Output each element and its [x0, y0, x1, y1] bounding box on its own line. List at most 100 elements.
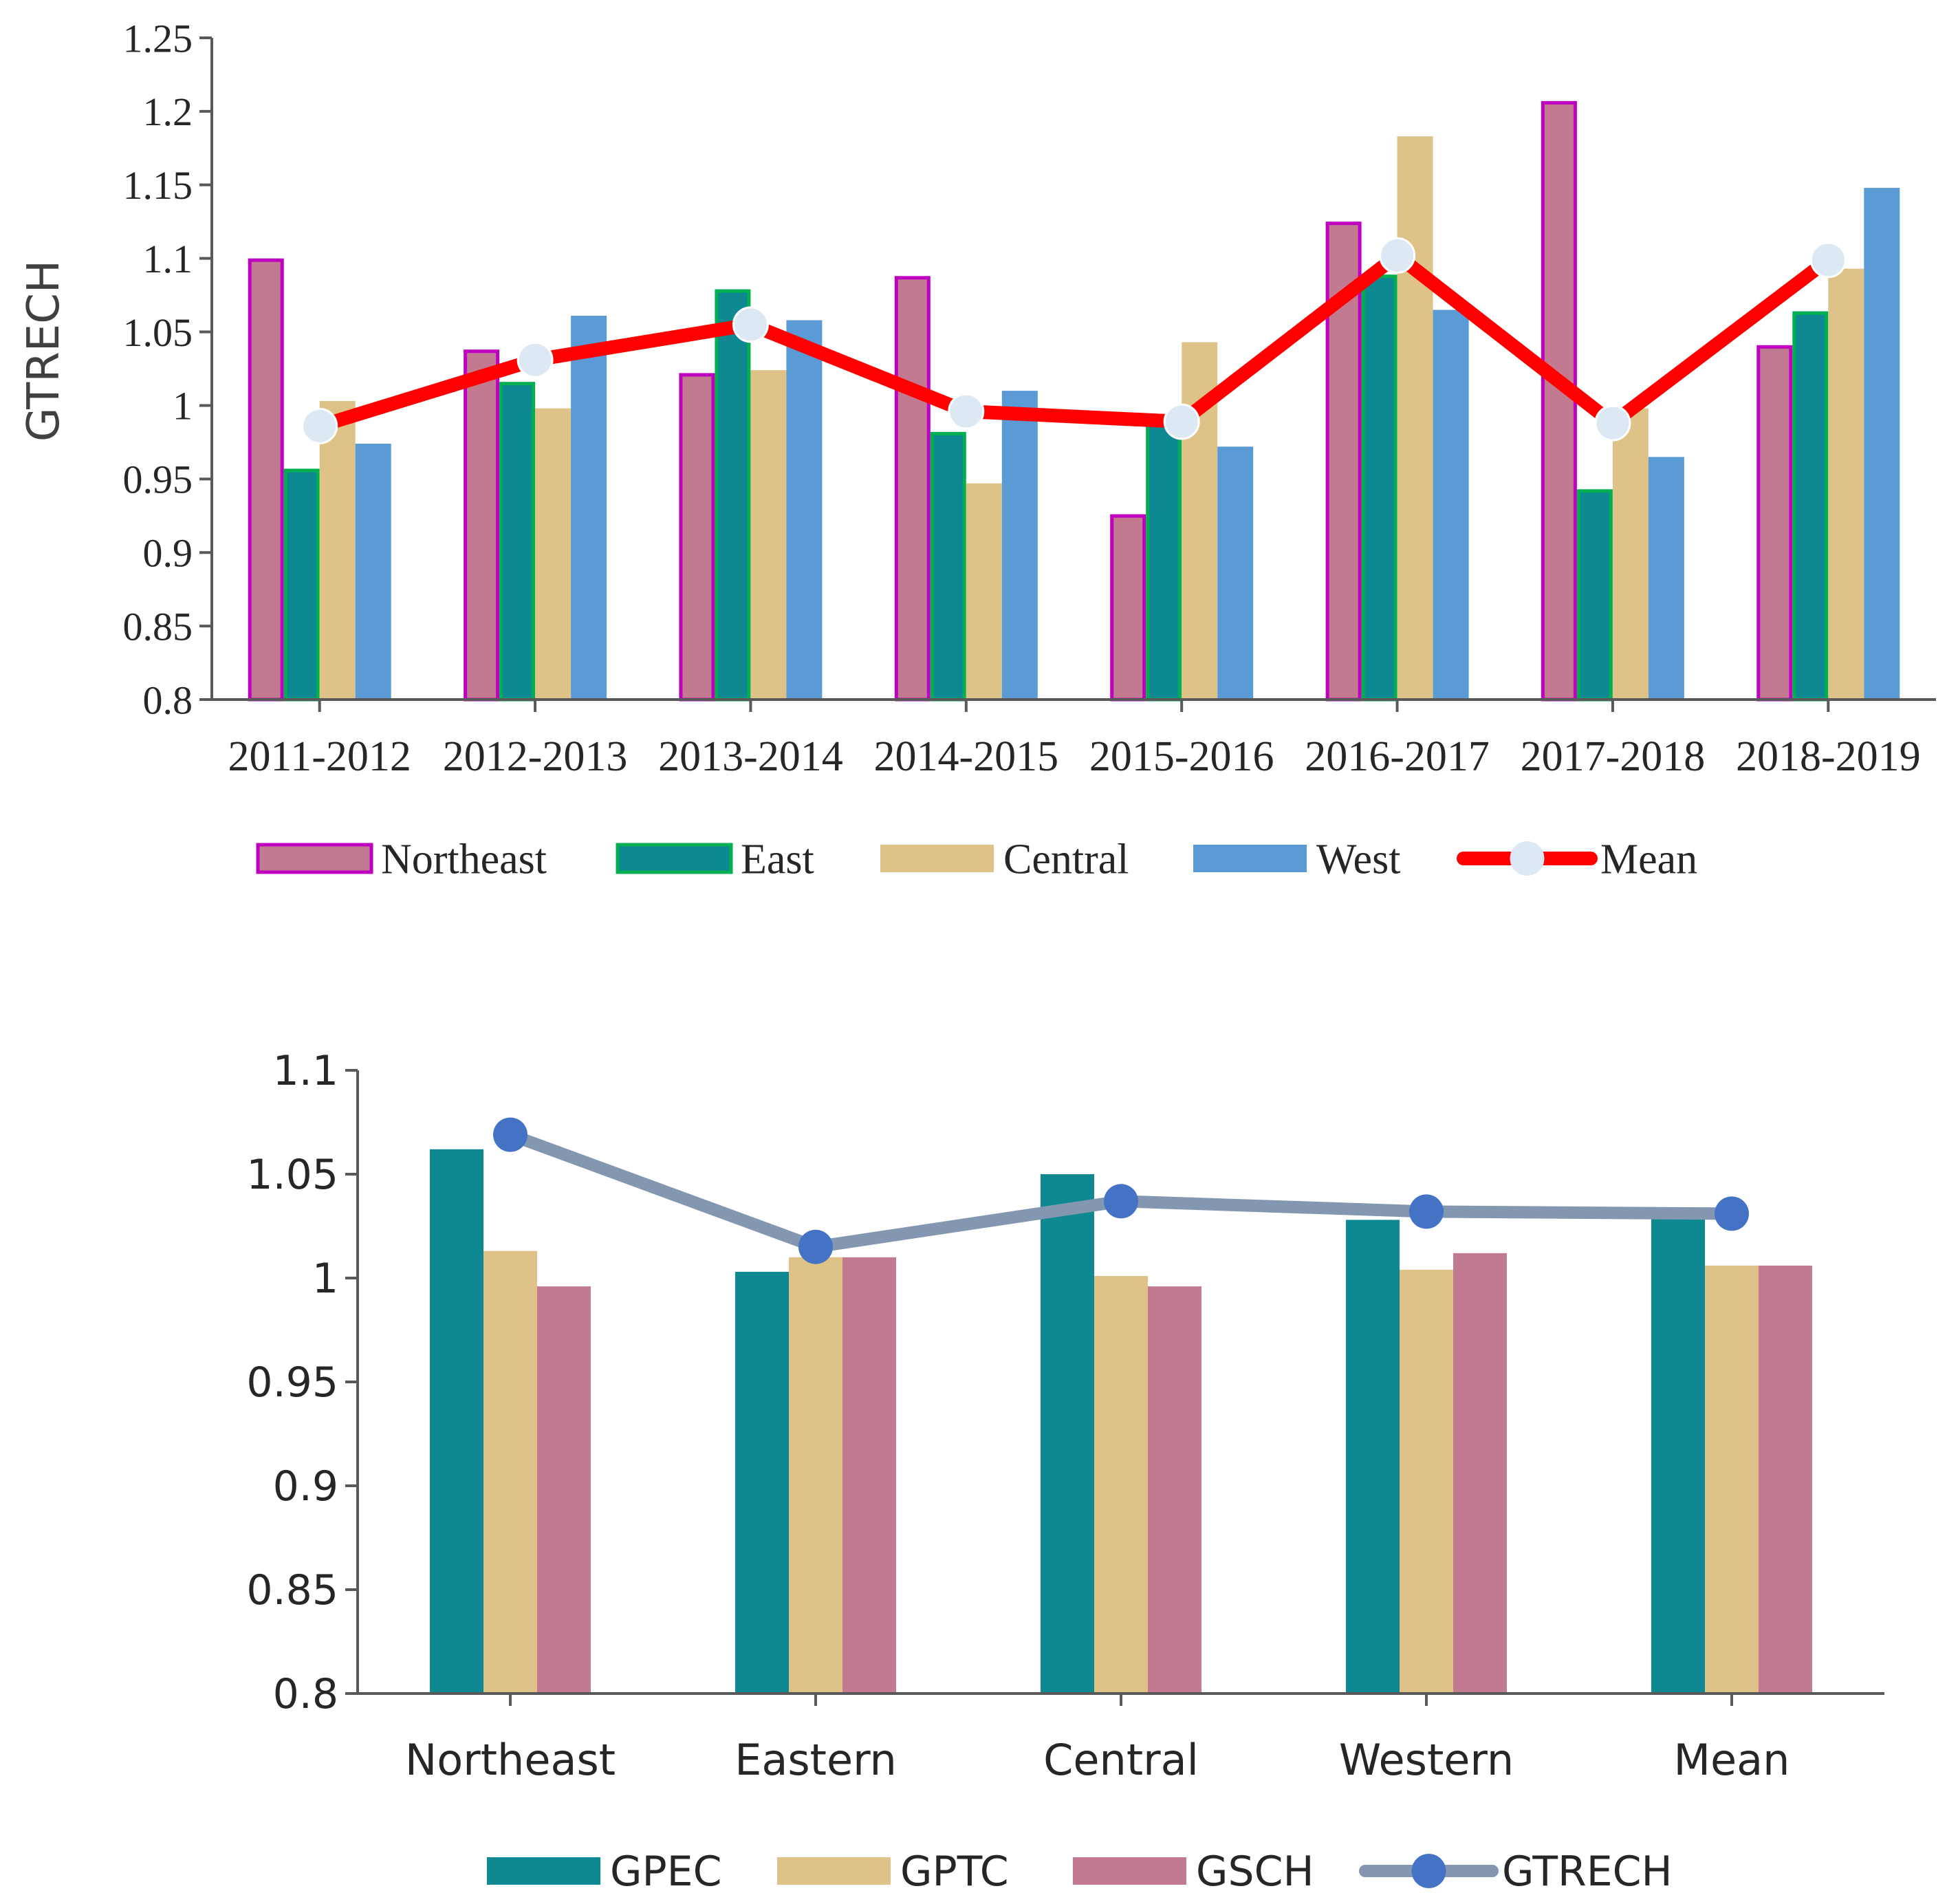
bar-gpec-mean	[1651, 1213, 1705, 1694]
bar-east-2015-2016	[1146, 414, 1182, 702]
bar-gsch-western	[1453, 1253, 1507, 1694]
bar-gptc-eastern	[789, 1257, 842, 1694]
point-mean-2014-2015	[948, 393, 985, 430]
chart1-axes	[199, 36, 1936, 712]
bar-east-2017-2018	[1576, 489, 1613, 702]
line-mean	[312, 248, 1836, 433]
bar-gpec-eastern	[735, 1271, 789, 1694]
bar-west-2018-2019	[1864, 188, 1900, 700]
chart1-y-axis-label: GTRECH	[19, 260, 69, 442]
point-mean-2012-2013	[516, 341, 554, 378]
y-tick-label: 0.9	[143, 531, 193, 576]
bar-northeast-2013-2014	[679, 373, 715, 702]
chart1-y-tick-labels: 0.8 0.85 0.9 0.95 1 1.05 1.1 1.15 1.2 1.25	[123, 16, 193, 722]
x-tick-label: 2018-2019	[1736, 733, 1921, 780]
legend-label-gsch: GSCH	[1196, 1848, 1314, 1896]
bar-gpec-northeast	[430, 1149, 483, 1694]
bar-northeast-2011-2012	[248, 258, 284, 702]
bar-west-2014-2015	[1001, 391, 1038, 700]
y-tick-label: 1	[173, 384, 193, 429]
bar-gsch-mean	[1759, 1265, 1812, 1694]
bar-gpec-western	[1346, 1220, 1400, 1694]
point-gtrech-central	[1104, 1184, 1138, 1219]
legend-label-west: West	[1316, 836, 1400, 883]
x-tick-label: Mean	[1674, 1735, 1790, 1785]
y-tick-label: 0.85	[123, 604, 193, 649]
bar-northeast-2015-2016	[1110, 514, 1146, 702]
bar-east-2014-2015	[930, 431, 966, 702]
y-tick-label: 0.8	[143, 678, 193, 722]
legend-swatch-northeast	[256, 843, 373, 874]
chart2-gtrech-line	[493, 1117, 1749, 1264]
y-tick-label: 1	[312, 1255, 338, 1303]
bar-central-2014-2015	[966, 483, 1002, 700]
y-tick-label: 1.2	[143, 89, 193, 134]
point-gtrech-mean	[1715, 1196, 1749, 1231]
legend-label-gtrech: GTRECH	[1502, 1848, 1673, 1896]
bar-central-2016-2017	[1397, 136, 1433, 700]
legend-label-east: East	[741, 836, 814, 883]
legend-swatch-gsch	[1073, 1857, 1186, 1885]
y-tick-label: 0.85	[246, 1566, 338, 1614]
legend-swatch-east	[616, 843, 733, 874]
y-tick-label: 1.25	[123, 16, 193, 61]
chart2-axes	[345, 1069, 1884, 1706]
bar-gptc-central	[1094, 1276, 1148, 1694]
bar-west-2013-2014	[786, 320, 823, 700]
bar-east-2018-2019	[1792, 311, 1829, 702]
bar-northeast-2018-2019	[1756, 345, 1793, 702]
legend-label-northeast: Northeast	[381, 836, 547, 883]
legend-swatch-central	[880, 845, 994, 872]
chart2-x-tick-labels: Northeast Eastern Central Western Mean	[405, 1735, 1790, 1785]
bar-gptc-western	[1400, 1269, 1453, 1694]
bar-west-2017-2018	[1648, 457, 1684, 700]
bar-east-2012-2013	[499, 382, 536, 702]
x-tick-label: Eastern	[735, 1735, 897, 1785]
x-tick-label: 2013-2014	[658, 733, 843, 780]
bar-gsch-central	[1148, 1286, 1201, 1694]
legend-marker-gtrech	[1411, 1854, 1446, 1888]
x-tick-label: Western	[1339, 1735, 1514, 1785]
x-tick-label: 2014-2015	[873, 733, 1058, 780]
bar-gsch-eastern	[842, 1257, 896, 1694]
chart-gtrech-decomposition: 0.8 0.85 0.9 0.95 1 1.05 1.1 Northeast Eastern C…	[246, 1047, 1884, 1896]
y-tick-label: 0.95	[123, 457, 193, 502]
point-gtrech-western	[1409, 1194, 1444, 1229]
bar-central-2013-2014	[750, 370, 787, 700]
x-tick-label: Central	[1043, 1735, 1199, 1785]
bar-central-2018-2019	[1828, 268, 1864, 700]
y-tick-label: 1.15	[123, 163, 193, 208]
point-mean-2018-2019	[1809, 241, 1847, 279]
legend-label-gpec: GPEC	[610, 1848, 721, 1896]
x-tick-label: 2011-2012	[228, 733, 411, 780]
chart1-x-tick-labels: 2011-2012 2012-2013 2013-2014 2014-2015 2015…	[228, 733, 1921, 780]
legend-swatch-gptc	[777, 1857, 891, 1885]
point-mean-2011-2012	[301, 407, 338, 444]
bar-central-2011-2012	[319, 401, 356, 700]
point-mean-2015-2016	[1163, 403, 1200, 440]
legend-label-mean: Mean	[1600, 836, 1697, 883]
bar-gsch-northeast	[537, 1286, 591, 1694]
x-tick-label: 2017-2018	[1521, 733, 1706, 780]
chart1-legend: Northeast East Central West Mean	[256, 836, 1697, 883]
bar-northeast-2017-2018	[1541, 100, 1577, 702]
bar-northeast-2014-2015	[894, 276, 931, 702]
y-tick-label: 0.8	[273, 1670, 338, 1718]
legend-label-central: Central	[1003, 836, 1129, 883]
y-tick-label: 1.1	[143, 237, 193, 281]
point-gtrech-eastern	[798, 1229, 833, 1264]
bar-east-2011-2012	[283, 468, 320, 702]
bar-west-2016-2017	[1433, 310, 1469, 700]
chart2-legend: GPEC GPTC GSCH GTRECH	[487, 1848, 1673, 1896]
legend-swatch-gpec	[487, 1857, 600, 1885]
point-gtrech-northeast	[493, 1117, 527, 1152]
legend-label-gptc: GPTC	[900, 1848, 1009, 1896]
bar-northeast-2012-2013	[464, 349, 500, 702]
chart2-y-tick-labels: 0.8 0.85 0.9 0.95 1 1.05 1.1	[246, 1047, 338, 1718]
y-tick-label: 1.1	[273, 1047, 338, 1095]
bar-west-2011-2012	[355, 444, 391, 700]
x-tick-label: 2016-2017	[1305, 733, 1490, 780]
chart-gtrech-by-region-year: 0.8 0.85 0.9 0.95 1 1.05 1.1 1.15 1.2 1.25 2011-2…	[19, 16, 1936, 883]
y-tick-label: 1.05	[123, 310, 193, 355]
